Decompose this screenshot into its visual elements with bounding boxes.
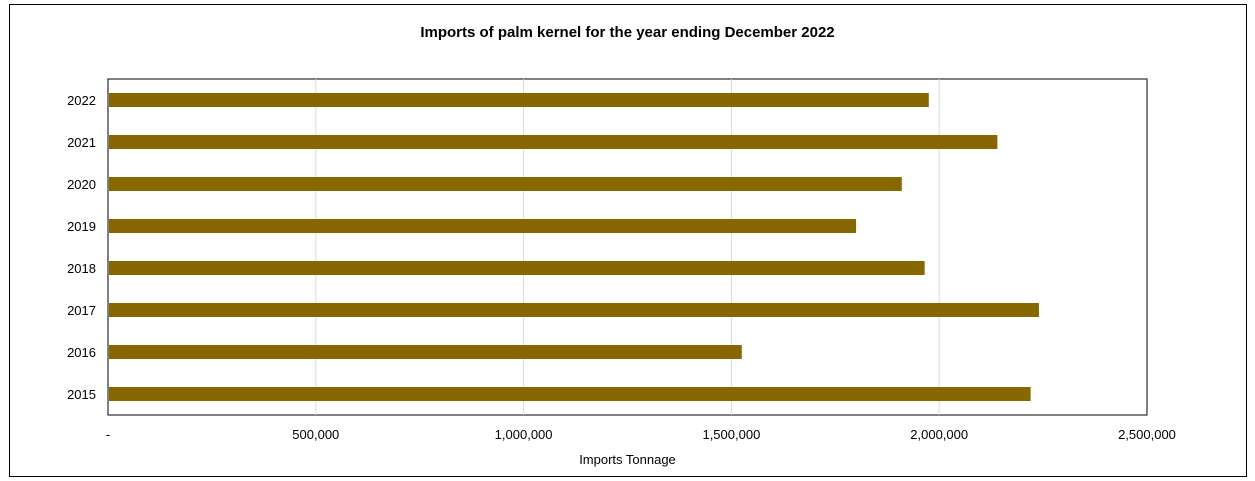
x-tick-label: - [106,427,110,442]
x-tick-label: 2,500,000 [1118,427,1176,442]
y-tick-labels: 2022 2021 2020 2019 2018 2017 2016 2015 [67,93,96,402]
bar-2018 [109,261,925,275]
y-tick-label: 2015 [67,387,96,402]
bar-2020 [109,177,902,191]
y-tick-label: 2021 [67,135,96,150]
y-tick-label: 2020 [67,177,96,192]
x-tick-label: 1,000,000 [495,427,553,442]
x-tick-label: 2,000,000 [910,427,968,442]
chart-title: Imports of palm kernel for the year endi… [420,24,835,41]
y-tick-label: 2016 [67,345,96,360]
bar-2021 [109,135,998,149]
y-tick-label: 2017 [67,303,96,318]
x-tick-label: 1,500,000 [702,427,760,442]
y-tick-label: 2022 [67,93,96,108]
plot-area [107,78,1148,416]
bars [109,93,1039,401]
y-tick-label: 2019 [67,219,96,234]
bar-2015 [109,387,1031,401]
bar-2022 [109,93,929,107]
x-tick-label: 500,000 [292,427,339,442]
bar-2019 [109,219,857,233]
bar-2016 [109,345,742,359]
bar-2017 [109,303,1039,317]
x-tick-labels: - 500,000 1,000,000 1,500,000 2,000,000 2,500… [106,427,1176,442]
y-tick-label: 2018 [67,261,96,276]
x-axis-title: Imports Tonnage [579,452,676,467]
